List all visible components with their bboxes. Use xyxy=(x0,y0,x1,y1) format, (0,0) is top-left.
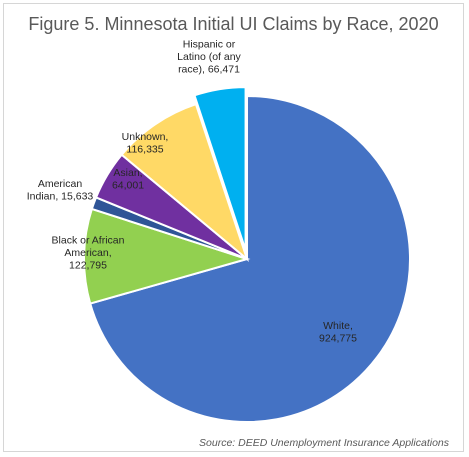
pie-slice-black-or-african-american xyxy=(83,207,251,305)
data-label-unknown: Unknown, 116,335 xyxy=(122,131,169,156)
data-label-white: White, 924,775 xyxy=(319,320,357,345)
data-label-black-or-african-american: Black or African American, 122,795 xyxy=(52,235,125,272)
chart-title: Figure 5. Minnesota Initial UI Claims by… xyxy=(28,14,439,34)
pie-slice-unknown xyxy=(120,102,250,263)
data-label-american-indian: American Indian, 15,633 xyxy=(27,178,94,203)
chart-source: Source: DEED Unemployment Insurance Appl… xyxy=(199,437,449,449)
data-label-asian: Asian, 64,001 xyxy=(112,167,144,192)
pie-slice-hispanic-or-latino-of-any-race xyxy=(193,86,247,251)
data-label-hispanic-or-latino-of-any-race: Hispanic or Latino (of any race), 66,471 xyxy=(177,39,241,76)
